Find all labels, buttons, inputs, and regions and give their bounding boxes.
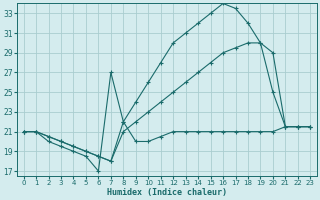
X-axis label: Humidex (Indice chaleur): Humidex (Indice chaleur) xyxy=(107,188,227,197)
